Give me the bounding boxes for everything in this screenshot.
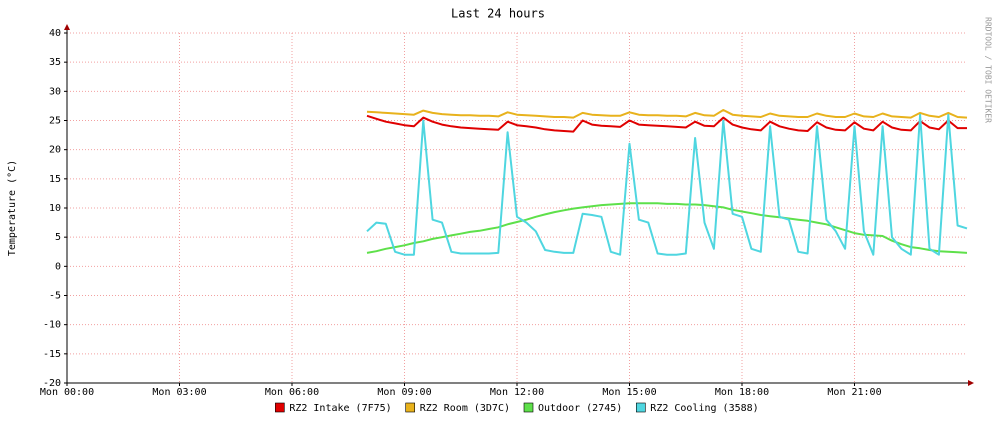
x-tick-label: Mon 12:00 xyxy=(490,387,544,398)
y-tick-label: 30 xyxy=(49,86,61,97)
y-tick-label: 20 xyxy=(49,145,61,156)
x-axis-arrow xyxy=(968,380,974,386)
y-tick-label: 0 xyxy=(55,261,61,272)
legend-label: Outdoor (2745) xyxy=(538,403,622,414)
series xyxy=(366,113,968,256)
series-line xyxy=(366,114,967,133)
legend-swatch xyxy=(405,402,415,413)
legend-swatch xyxy=(523,402,534,413)
y-tick-label: -5 xyxy=(49,291,61,302)
y-tick-label: 10 xyxy=(49,203,61,214)
legend-swatch xyxy=(275,402,285,413)
series-line xyxy=(366,109,968,119)
x-tick-label: Mon 00:00 xyxy=(40,387,94,398)
legend-label: RZ2 Cooling (3588) xyxy=(650,403,758,414)
series xyxy=(366,202,968,254)
y-tick-label: -10 xyxy=(43,320,61,331)
series-line xyxy=(366,113,968,256)
y-tick-label: 25 xyxy=(49,116,61,127)
y-axis-arrow xyxy=(64,24,70,30)
y-tick-label: -20 xyxy=(43,378,61,389)
legend-swatch xyxy=(635,402,646,413)
series xyxy=(366,114,967,133)
x-tick-label: Mon 15:00 xyxy=(602,387,656,398)
y-axis-label: Temperature (°C) xyxy=(7,160,18,256)
y-tick-label: 35 xyxy=(49,57,61,68)
y-tick-label: 15 xyxy=(49,174,61,185)
legend-label: RZ2 Intake (7F75) xyxy=(289,403,391,414)
credit: RRDTOOL / TOBI OETIKER xyxy=(984,17,993,123)
legend: RZ2 Intake (7F75) RZ2 Room (3D7C) Outdoor … xyxy=(275,402,759,414)
series-line xyxy=(366,202,968,254)
y-tick-label: -15 xyxy=(43,349,61,360)
x-tick-label: Mon 21:00 xyxy=(827,387,881,398)
y-tick-label: 40 xyxy=(49,28,61,39)
x-tick-label: Mon 06:00 xyxy=(265,387,319,398)
x-tick-label: Mon 09:00 xyxy=(377,387,431,398)
x-tick-label: Mon 18:00 xyxy=(715,387,769,398)
y-tick-label: 5 xyxy=(55,232,61,243)
x-tick-label: Mon 03:00 xyxy=(152,387,206,398)
legend-label: RZ2 Room (3D7C) xyxy=(420,403,510,414)
series xyxy=(366,109,968,119)
chart-title: Last 24 hours xyxy=(451,7,545,21)
